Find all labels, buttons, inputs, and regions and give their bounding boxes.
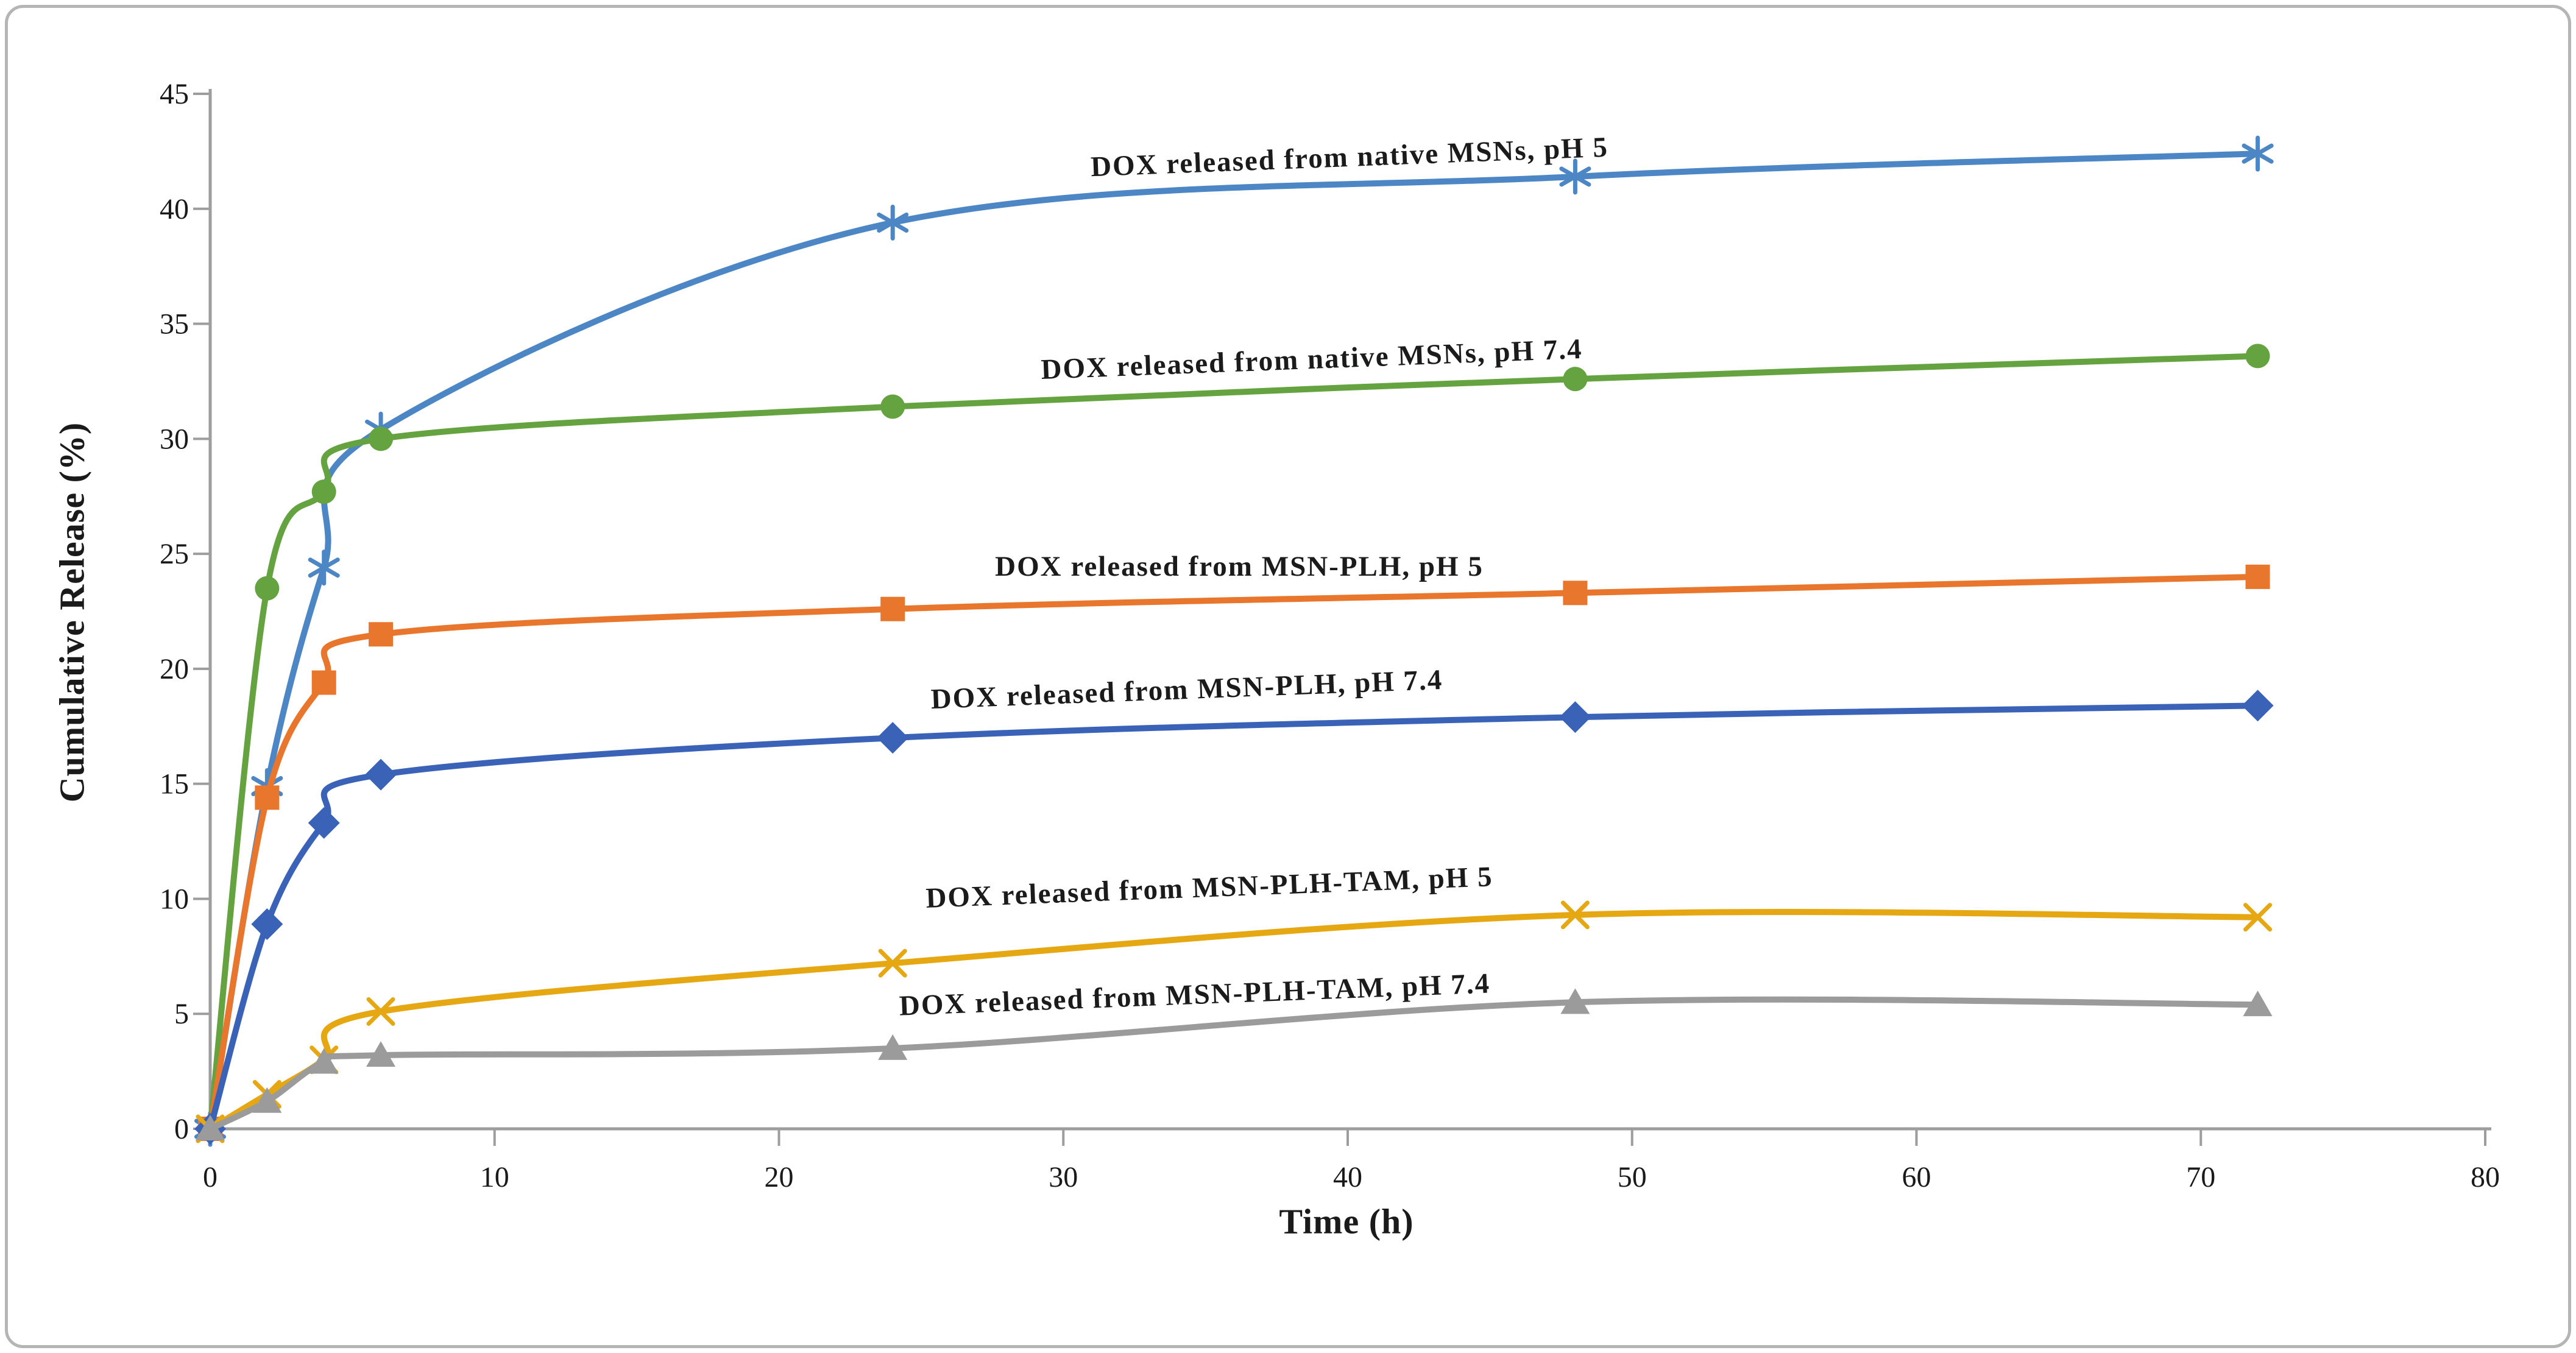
x-tick-label: 40 [1333, 1161, 1362, 1193]
y-tick-label: 0 [174, 1113, 189, 1145]
y-tick-label: 10 [160, 883, 189, 915]
y-tick-label: 30 [160, 423, 189, 455]
x-tick-label: 20 [765, 1161, 794, 1193]
y-tick-label: 5 [174, 998, 189, 1030]
y-tick-label: 45 [160, 78, 189, 110]
x-tick-label: 70 [2186, 1161, 2215, 1193]
x-tick-label: 30 [1049, 1161, 1078, 1193]
series-inline-label: DOX released from MSN-PLH, pH 5 [995, 551, 1484, 582]
series-line [207, 996, 2261, 1132]
series-line [207, 353, 2261, 1132]
series-line [207, 702, 2261, 1132]
y-tick-label: 40 [160, 193, 189, 225]
x-tick-label: 10 [480, 1161, 509, 1193]
axes: 0 5 10 15 20 25 30 35 40 45 0 10 20 30 40 50 60 70 80 [160, 78, 2500, 1193]
y-tick-label: 35 [160, 308, 189, 341]
series-1 [198, 344, 2270, 1141]
series-line [207, 909, 2261, 1132]
x-tick-label: 60 [1902, 1161, 1931, 1193]
x-tick-label: 50 [1618, 1161, 1647, 1193]
y-axis-title: Cumulative Release (%) [52, 422, 92, 803]
x-axis-title: Time (h) [1279, 1201, 1414, 1242]
y-tick-label: 25 [160, 538, 189, 570]
y-tick-label: 20 [160, 653, 189, 685]
figure-border [5, 5, 2571, 1348]
series-3 [194, 690, 2274, 1145]
x-tick-label: 80 [2471, 1161, 2500, 1193]
series-line [207, 573, 2261, 1132]
series-line [207, 150, 2261, 1132]
series-5 [196, 988, 2273, 1140]
y-tick-label: 15 [160, 768, 189, 800]
x-tick-label: 0 [203, 1161, 218, 1193]
